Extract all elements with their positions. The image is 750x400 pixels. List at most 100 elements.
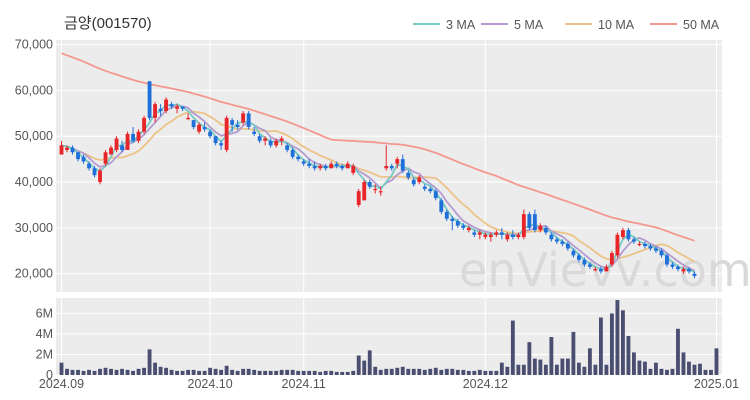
volume-bar (307, 370, 312, 375)
candle-body (505, 234, 510, 240)
candle-body (543, 227, 548, 233)
volume-bar (659, 368, 664, 375)
candle-body (158, 108, 163, 112)
volume-bar (202, 370, 207, 375)
volume-bar (98, 368, 102, 375)
volume-bar (197, 370, 202, 375)
volume-tick-label: 4M (36, 327, 53, 341)
volume-bar (494, 370, 499, 375)
candle-body (147, 81, 152, 118)
candle-body (406, 172, 411, 178)
candle-body (362, 182, 367, 201)
candle-body (334, 163, 339, 166)
volume-bar (362, 360, 367, 375)
candle-body (433, 191, 438, 199)
volume-bar (648, 368, 653, 375)
candle-body (626, 230, 631, 240)
volume-bar (345, 371, 350, 375)
volume-bar (169, 369, 174, 375)
candle-body (164, 99, 169, 112)
volume-bar (593, 364, 598, 375)
price-tick-label: 40,000 (15, 175, 53, 189)
candle-body (499, 232, 504, 235)
volume-bar (483, 370, 488, 375)
volume-axis-ticks: 0 2M 4M 6M (36, 306, 53, 382)
volume-bar (703, 369, 708, 375)
candle-body (87, 163, 91, 169)
candle-body (461, 225, 466, 228)
volume-bar (235, 370, 240, 375)
price-tick-label: 20,000 (15, 267, 53, 281)
volume-bar (373, 366, 378, 375)
volume-bar (389, 368, 394, 375)
candle-body (593, 269, 598, 271)
chart-title: 금양(001570) (64, 15, 152, 32)
candle-body (587, 264, 592, 267)
volume-tick-label: 0 (46, 368, 53, 382)
volume-bar (274, 370, 279, 375)
volume-bar (246, 368, 251, 375)
candle-body (670, 264, 675, 267)
candle-body (318, 166, 323, 169)
candle-body (340, 166, 345, 169)
candle-body (186, 117, 191, 120)
ma50-line (61, 52, 695, 242)
candle-body (125, 133, 130, 150)
date-tick-label: 2024.11 (282, 377, 326, 391)
volume-bar (576, 362, 581, 375)
volume-bar (422, 369, 427, 375)
price-tick-label: 50,000 (15, 129, 53, 143)
volume-bar (147, 349, 152, 375)
volume-bar (76, 369, 80, 375)
date-axis-ticks: 2024.09 2024.10 2024.11 2024.12 2025.01 (39, 377, 739, 391)
candle-body (81, 156, 86, 162)
candle-body (92, 168, 97, 176)
volume-bar (213, 368, 218, 375)
volume-bar (219, 369, 224, 375)
volume-bar (433, 367, 438, 375)
candle-body (65, 147, 69, 150)
volume-bar (158, 366, 163, 375)
candlesticks (59, 81, 697, 279)
legend: 3 MA 5 MA 10 MA 50 MA (413, 18, 720, 32)
volume-bar (125, 369, 130, 375)
candle-body (439, 200, 444, 212)
candle-body (208, 131, 213, 137)
volume-bar (70, 369, 75, 375)
candle-body (175, 106, 180, 109)
candle-body (312, 166, 317, 169)
volume-bar (450, 368, 455, 375)
candle-body (571, 250, 576, 256)
candle-body (411, 179, 416, 185)
volume-bar (554, 364, 559, 375)
volume-bar (384, 368, 389, 375)
candle-body (521, 214, 526, 238)
volume-bar (285, 369, 290, 375)
candle-body (153, 104, 158, 118)
candle-body (604, 266, 609, 272)
date-tick-label: 2024.09 (39, 377, 84, 391)
candle-body (565, 243, 570, 249)
volume-bar (268, 370, 273, 375)
volume-bar (455, 369, 460, 375)
volume-bar (65, 368, 69, 375)
volume-bar (709, 369, 713, 375)
volume-bar (637, 360, 642, 375)
candle-body (180, 106, 185, 109)
candle-body (477, 232, 482, 235)
candle-body (202, 127, 207, 130)
candle-body (472, 232, 477, 235)
price-tick-label: 70,000 (15, 38, 53, 52)
volume-bar (428, 368, 433, 375)
volume-bar (103, 367, 108, 375)
candle-body (213, 136, 218, 144)
candle-body (620, 230, 625, 238)
candle-body (98, 170, 102, 183)
candle-body (389, 166, 394, 169)
candle-body (109, 147, 113, 155)
candle-body (191, 120, 196, 128)
volume-bar (290, 369, 295, 375)
volume-bar (560, 358, 565, 375)
volume-bar (340, 371, 345, 375)
